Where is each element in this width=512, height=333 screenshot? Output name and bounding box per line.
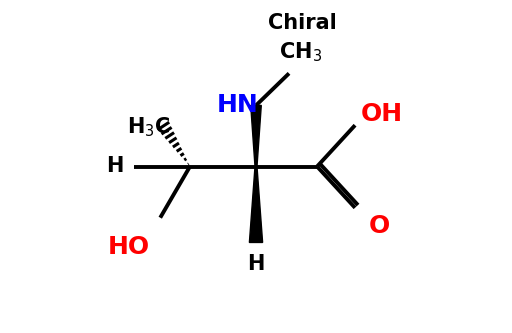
Text: H$_3$C: H$_3$C bbox=[127, 115, 170, 139]
Text: OH: OH bbox=[360, 102, 402, 126]
Text: H: H bbox=[106, 157, 123, 176]
Text: HO: HO bbox=[108, 235, 150, 259]
Text: O: O bbox=[369, 214, 391, 238]
Polygon shape bbox=[249, 166, 263, 242]
Text: Chiral: Chiral bbox=[268, 13, 336, 33]
Text: CH$_3$: CH$_3$ bbox=[279, 41, 322, 64]
Text: H: H bbox=[247, 254, 265, 274]
Text: HN: HN bbox=[217, 94, 259, 118]
Polygon shape bbox=[251, 106, 261, 166]
